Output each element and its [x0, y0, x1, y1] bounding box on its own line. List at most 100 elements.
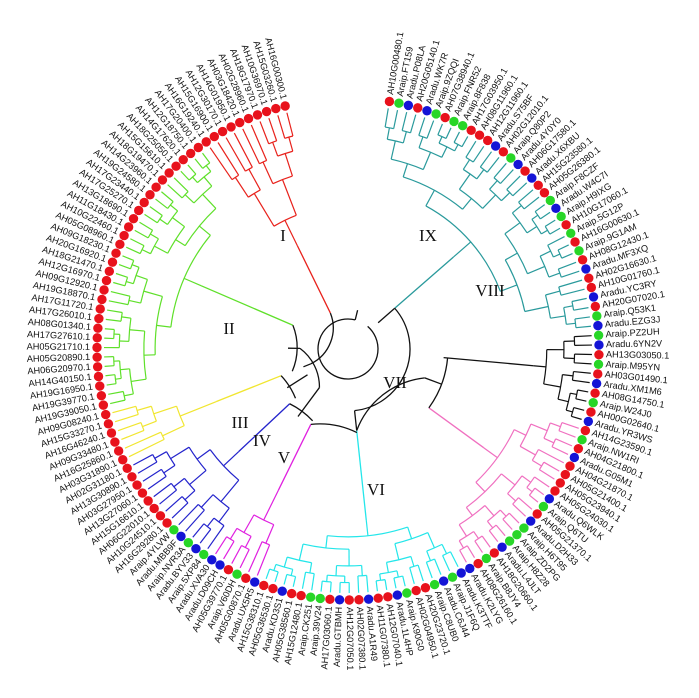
branch — [199, 528, 212, 544]
branch — [121, 429, 145, 441]
branch — [422, 151, 432, 170]
arc-branch — [167, 201, 174, 209]
branch — [292, 576, 297, 587]
species-dot — [497, 542, 507, 552]
branch — [290, 569, 294, 576]
species-dot — [107, 257, 118, 267]
arc-branch — [391, 158, 424, 171]
species-dot — [566, 228, 576, 239]
branch — [143, 290, 163, 298]
branch — [256, 544, 271, 576]
branch — [297, 387, 320, 417]
branch — [501, 192, 511, 202]
branch — [184, 490, 196, 501]
branch — [223, 540, 235, 560]
arc-branch — [299, 347, 321, 388]
branch — [253, 193, 275, 227]
branch — [281, 179, 297, 216]
branch — [194, 158, 204, 169]
branch — [442, 555, 451, 572]
branch — [229, 528, 238, 540]
species-dot — [539, 188, 550, 198]
arc-branch — [493, 177, 501, 184]
branch — [571, 415, 582, 420]
arc-branch — [393, 575, 403, 579]
arc-branch — [122, 391, 126, 401]
species-dot — [581, 264, 591, 274]
branch — [110, 291, 131, 297]
species-dot — [119, 230, 129, 241]
branch — [557, 244, 569, 251]
branch — [147, 475, 167, 490]
clade-II-branches — [104, 152, 294, 405]
branch — [555, 438, 573, 447]
species-dot — [241, 573, 251, 583]
arc-branch — [356, 377, 425, 431]
branch — [512, 182, 528, 197]
branch — [474, 540, 483, 553]
species-dot — [199, 549, 209, 560]
arc-branch — [459, 188, 484, 209]
species-dot — [201, 137, 211, 147]
branch — [483, 447, 498, 459]
branch — [134, 229, 149, 239]
branch — [169, 204, 179, 212]
species-dot — [422, 106, 432, 116]
species-dot — [533, 180, 543, 190]
species-dot — [139, 197, 149, 208]
arc-branch — [310, 423, 358, 434]
species-dot — [490, 141, 501, 151]
species-dot — [593, 359, 604, 370]
branch — [500, 284, 518, 292]
clade-V-branches — [215, 424, 312, 576]
branch — [545, 290, 561, 296]
branch — [231, 545, 243, 564]
species-dot — [157, 175, 168, 185]
branch — [121, 316, 131, 319]
branch — [524, 305, 549, 313]
branch — [566, 322, 576, 325]
branch — [574, 362, 592, 365]
branch — [218, 507, 230, 523]
branch — [159, 489, 177, 505]
species-dot — [411, 585, 421, 596]
arc-branch — [302, 543, 350, 550]
branch — [386, 127, 391, 140]
species-dot — [193, 142, 204, 153]
arc-branch — [518, 201, 525, 210]
species-dot — [127, 472, 137, 482]
arc-branch — [531, 449, 539, 461]
branch — [126, 280, 134, 285]
species-dot — [590, 301, 601, 312]
branch — [577, 389, 589, 393]
branch — [445, 127, 452, 139]
branch — [265, 524, 275, 544]
arc-branch — [175, 406, 185, 426]
branch — [508, 512, 520, 524]
branch — [114, 413, 139, 423]
arc-branch — [519, 423, 532, 447]
species-dot — [286, 588, 297, 599]
species-dot — [532, 509, 542, 519]
species-dot — [217, 126, 228, 137]
branch — [390, 140, 396, 160]
branch — [184, 194, 195, 204]
branch — [402, 131, 407, 144]
species-dot — [457, 121, 468, 131]
species-dot — [545, 195, 556, 206]
branch — [548, 272, 561, 278]
branch — [155, 198, 168, 209]
branch — [410, 556, 415, 567]
species-dot — [185, 148, 196, 159]
clade-VI-branches — [265, 430, 459, 593]
branch — [538, 448, 565, 464]
branch — [466, 545, 476, 558]
species-dot — [183, 537, 194, 548]
branch — [462, 198, 472, 210]
species-dot — [591, 378, 602, 389]
species-dot — [113, 446, 124, 456]
branch — [570, 392, 577, 396]
species-dot — [593, 320, 603, 331]
leaf-label: Aradu.GTBMH — [332, 607, 344, 668]
